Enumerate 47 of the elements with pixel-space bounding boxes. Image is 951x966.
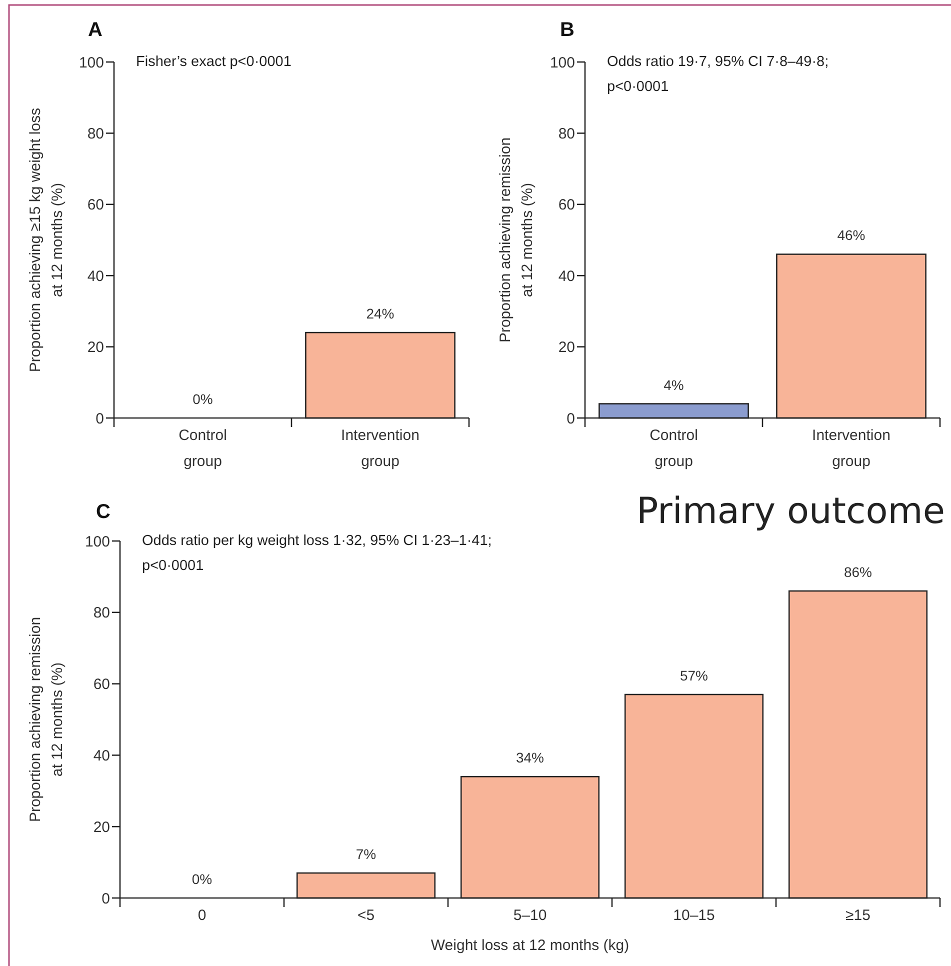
y-tick-label: 80: [87, 125, 104, 142]
x-tick-label: Intervention group: [341, 427, 420, 470]
x-tick-label: 10–15: [673, 907, 715, 924]
annotation: Odds ratio per kg weight loss 1·32, 95% CI 1·23–1·41; p<0·0001: [142, 533, 492, 574]
data-label: 4%: [664, 376, 684, 393]
data-label: 86%: [844, 564, 872, 580]
y-tick-label: 0: [96, 410, 104, 428]
y-tick-label: 0: [566, 410, 575, 428]
y-tick-label: 40: [87, 268, 104, 285]
data-label: 24%: [366, 306, 394, 322]
annotation: Fisher’s exact p<0·0001: [136, 54, 292, 70]
y-tick-label: 40: [558, 268, 575, 285]
y-tick-label: 80: [93, 604, 110, 622]
y-tick-label: 20: [87, 339, 104, 356]
annotation: Odds ratio 19·7, 95% CI 7·8–49·8; p<0·0001: [607, 54, 829, 95]
y-tick-label: 100: [550, 54, 575, 72]
y-tick-label: 100: [84, 533, 110, 550]
x-axis-title: Weight loss at 12 months (kg): [430, 937, 630, 954]
chart-title: B: [560, 19, 574, 41]
data-label: 34%: [516, 750, 544, 766]
x-tick-label: Intervention group: [812, 427, 890, 470]
data-label: 57%: [680, 668, 708, 684]
y-tick-label: 20: [93, 818, 110, 836]
y-tick-label: 100: [78, 54, 104, 72]
data-label: 0%: [192, 871, 212, 887]
x-tick-label: 5–10: [513, 907, 547, 924]
y-axis-title: Proportion achieving ≥15 kg weight loss at 12 months (%): [27, 108, 66, 372]
data-label: 7%: [356, 846, 376, 862]
y-axis-title: Proportion achieving remission at 12 months (%): [27, 616, 66, 822]
x-tick-label: ≥15: [846, 907, 870, 924]
chart-title: C: [96, 501, 110, 523]
chart-title: A: [88, 19, 102, 41]
x-tick-label: Control group: [178, 427, 227, 470]
y-tick-label: 40: [93, 747, 110, 764]
y-tick-label: 60: [87, 196, 104, 214]
y-tick-label: 80: [558, 125, 575, 142]
x-tick-label: <5: [357, 907, 375, 924]
x-tick-label: Control group: [650, 427, 698, 470]
y-tick-label: 0: [102, 890, 110, 908]
y-tick-label: 60: [93, 676, 110, 694]
y-tick-label: 20: [558, 339, 575, 356]
y-axis-title: Proportion achieving remission at 12 months (%): [497, 137, 536, 343]
data-label: 46%: [837, 227, 866, 244]
x-tick-label: 0: [198, 907, 206, 924]
data-label: 0%: [192, 391, 213, 407]
y-tick-label: 60: [558, 196, 575, 214]
text: Primary outcome: [636, 491, 945, 532]
